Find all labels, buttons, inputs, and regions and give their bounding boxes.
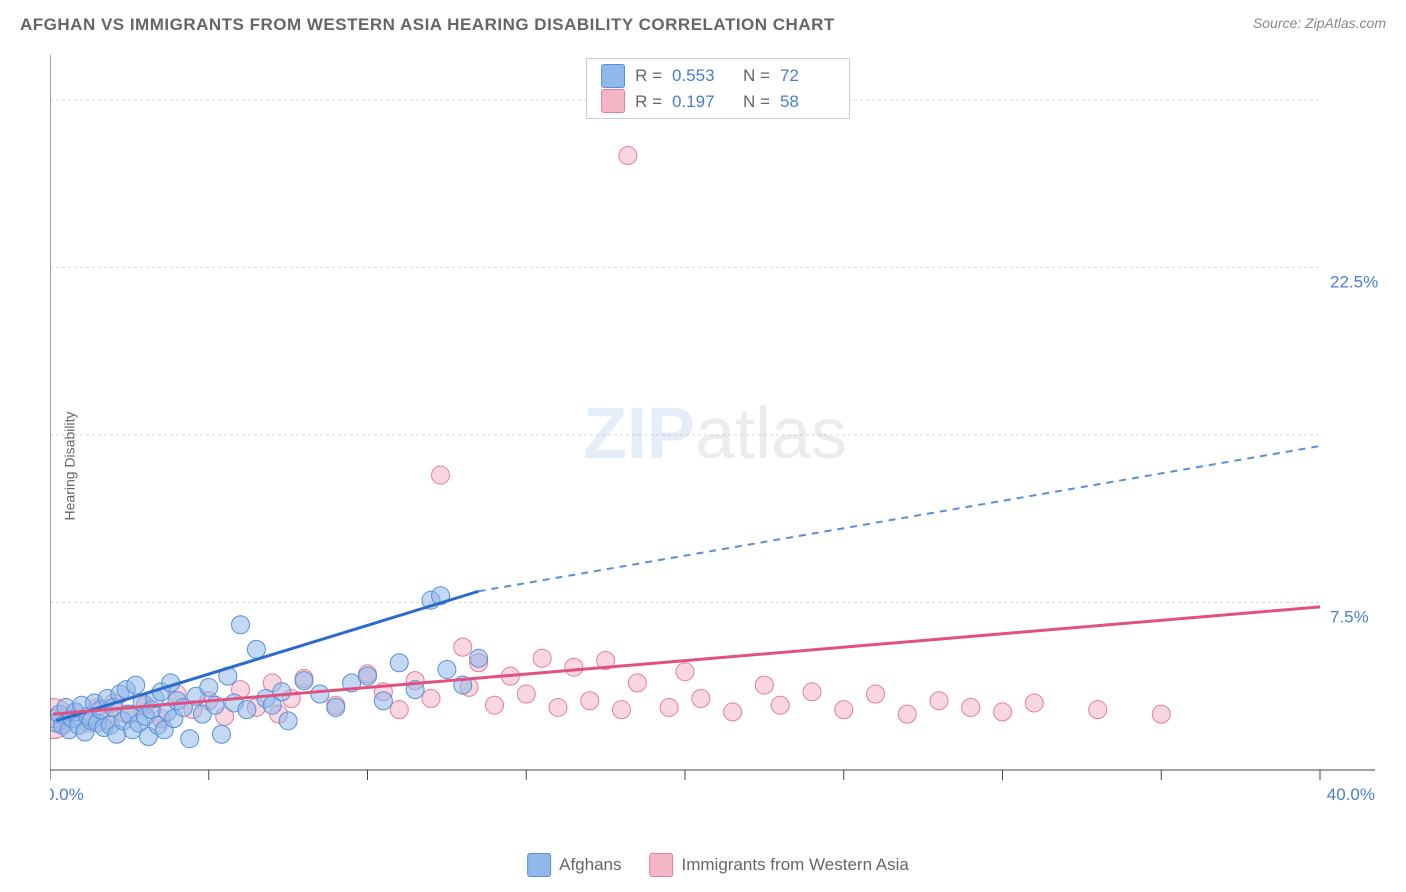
scatter-point: [1025, 694, 1043, 712]
scatter-point: [454, 638, 472, 656]
y-tick-label: 22.5%: [1330, 272, 1378, 291]
scatter-point: [613, 701, 631, 719]
scatter-point: [486, 696, 504, 714]
x-tick-label: 0.0%: [50, 785, 84, 804]
scatter-point: [311, 685, 329, 703]
scatter-point: [438, 660, 456, 678]
legend-swatch: [601, 64, 625, 88]
scatter-point: [533, 649, 551, 667]
r-value: 0.197: [672, 89, 727, 115]
source-label: Source: ZipAtlas.com: [1253, 15, 1386, 31]
scatter-point: [771, 696, 789, 714]
scatter-point: [724, 703, 742, 721]
scatter-point: [549, 698, 567, 716]
scatter-point: [359, 667, 377, 685]
scatter-point: [232, 616, 250, 634]
scatter-point: [692, 690, 710, 708]
legend-swatch: [601, 89, 625, 113]
scatter-point: [470, 649, 488, 667]
scatter-chart-svg: 7.5% 22.5% ZIPatlas 0.0% 40.0%: [50, 55, 1380, 815]
series-legend-label: Afghans: [559, 855, 621, 875]
chart-area: Hearing Disability 7.5% 22.5% ZIPatlas 0.0%…: [50, 55, 1386, 877]
series-legend-label: Immigrants from Western Asia: [682, 855, 909, 875]
scatter-point: [422, 690, 440, 708]
watermark: ZIPatlas: [583, 394, 847, 474]
n-label: N =: [743, 89, 770, 115]
scatter-point: [930, 692, 948, 710]
scatter-point: [212, 725, 230, 743]
y-tick-label: 7.5%: [1330, 607, 1369, 626]
scatter-point: [1089, 701, 1107, 719]
n-value: 72: [780, 63, 835, 89]
scatter-point: [619, 147, 637, 165]
scatter-point: [517, 685, 535, 703]
scatter-point: [273, 683, 291, 701]
stats-legend-row: R = 0.197 N = 58: [601, 89, 835, 115]
scatter-point: [835, 701, 853, 719]
n-value: 58: [780, 89, 835, 115]
scatter-point: [803, 683, 821, 701]
scatter-point: [628, 674, 646, 692]
scatter-point: [327, 698, 345, 716]
legend-swatch: [527, 853, 551, 877]
chart-title: AFGHAN VS IMMIGRANTS FROM WESTERN ASIA H…: [20, 15, 1386, 35]
scatter-point: [390, 701, 408, 719]
r-label: R =: [635, 63, 662, 89]
scatter-point: [295, 672, 313, 690]
r-label: R =: [635, 89, 662, 115]
scatter-point: [181, 730, 199, 748]
y-axis-label: Hearing Disability: [61, 412, 77, 521]
scatter-point: [581, 692, 599, 710]
n-label: N =: [743, 63, 770, 89]
scatter-point: [660, 698, 678, 716]
scatter-point: [867, 685, 885, 703]
scatter-point: [238, 701, 256, 719]
stats-legend-row: R = 0.553 N = 72: [601, 63, 835, 89]
scatter-point: [962, 698, 980, 716]
series-legend-item: Afghans: [527, 853, 621, 877]
x-tick-label: 40.0%: [1327, 785, 1375, 804]
scatter-point: [279, 712, 297, 730]
scatter-point: [390, 654, 408, 672]
series-legend: Afghans Immigrants from Western Asia: [527, 853, 909, 877]
scatter-point: [755, 676, 773, 694]
scatter-point: [676, 663, 694, 681]
scatter-point: [898, 705, 916, 723]
scatter-point: [565, 658, 583, 676]
scatter-point: [247, 640, 265, 658]
scatter-point: [1152, 705, 1170, 723]
stats-legend: R = 0.553 N = 72 R = 0.197 N = 58: [586, 58, 850, 119]
r-value: 0.553: [672, 63, 727, 89]
scatter-point: [994, 703, 1012, 721]
scatter-point: [374, 692, 392, 710]
scatter-point: [432, 466, 450, 484]
scatter-point: [127, 676, 145, 694]
series-legend-item: Immigrants from Western Asia: [650, 853, 909, 877]
scatter-point: [200, 678, 218, 696]
legend-swatch: [650, 853, 674, 877]
